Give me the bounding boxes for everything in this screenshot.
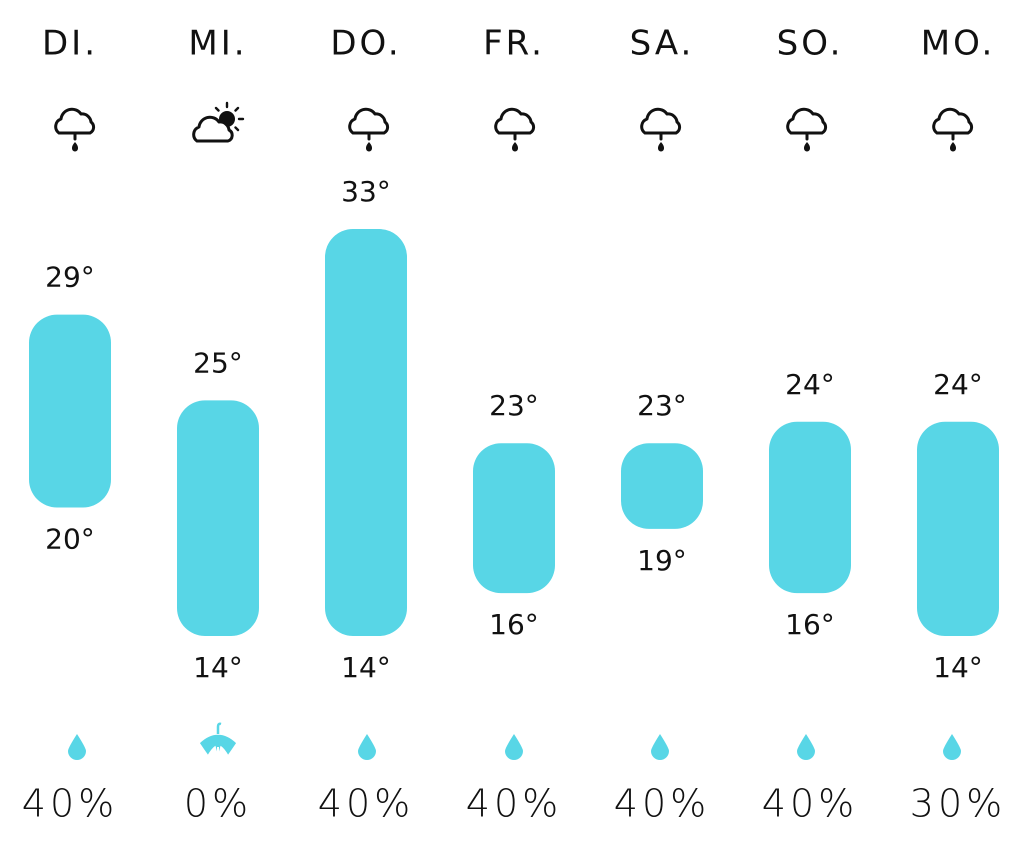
high-temp: 24° — [933, 368, 983, 401]
high-temp: 23° — [489, 389, 539, 422]
high-temp: 25° — [193, 346, 243, 379]
temp-range-bar — [621, 443, 703, 529]
rain-icon — [640, 107, 682, 153]
precip-chance: 0% — [184, 782, 252, 826]
low-temp: 14° — [341, 651, 391, 684]
low-temp: 14° — [193, 651, 243, 684]
drop-icon — [68, 734, 86, 760]
low-temp: 19° — [637, 544, 687, 577]
rain-icon — [348, 107, 390, 153]
umbrella-icon — [197, 722, 239, 760]
drop-icon — [943, 734, 961, 760]
precip-chance: 40% — [762, 782, 858, 826]
high-temp: 29° — [45, 261, 95, 294]
precip-chance: 40% — [318, 782, 414, 826]
rain-icon — [932, 107, 974, 153]
precip-chance: 40% — [22, 782, 118, 826]
high-temp: 23° — [637, 389, 687, 422]
day-label: DI. — [42, 24, 98, 64]
precip-chance: 30% — [910, 782, 1006, 826]
day-label: MI. — [188, 24, 247, 64]
temp-range-bar — [769, 421, 851, 594]
rain-icon — [494, 107, 536, 153]
temp-range-bar — [29, 314, 111, 508]
low-temp: 16° — [785, 608, 835, 641]
drop-icon — [505, 734, 523, 760]
drop-icon — [651, 734, 669, 760]
day-label: SA. — [630, 24, 695, 64]
high-temp: 33° — [341, 175, 391, 208]
day-label: DO. — [330, 24, 401, 64]
drop-icon — [358, 734, 376, 760]
partly-sunny-icon — [192, 101, 245, 143]
temp-range-bar — [177, 400, 259, 636]
precip-icons — [68, 722, 961, 760]
rain-icon — [54, 107, 96, 153]
weather-icons — [54, 101, 974, 153]
drop-icon — [797, 734, 815, 760]
precip-chance: 40% — [466, 782, 562, 826]
rain-icon — [786, 107, 828, 153]
low-temp: 14° — [933, 651, 983, 684]
low-temp: 20° — [45, 522, 95, 555]
temp-range-bar — [473, 443, 555, 594]
temp-range-bar — [917, 421, 999, 636]
low-temp: 16° — [489, 608, 539, 641]
precip-chance: 40% — [614, 782, 710, 826]
temp-range-bar — [325, 229, 407, 636]
day-label: FR. — [483, 24, 545, 64]
day-label: MO. — [921, 24, 996, 64]
high-temp: 24° — [785, 368, 835, 401]
day-label: SO. — [777, 24, 844, 64]
